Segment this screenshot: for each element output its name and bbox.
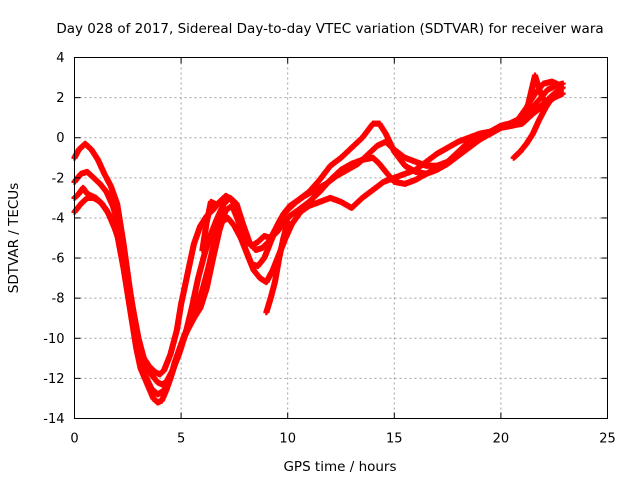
y-axis-label: SDTVAR / TECUs	[6, 183, 22, 293]
data-point	[540, 96, 547, 103]
x-tick-label: 10	[279, 432, 296, 447]
x-tick-label: 0	[70, 432, 78, 447]
y-tick-label: -14	[43, 412, 64, 427]
axes: 0 5 10 15 20 25 -14 -12 -10 -8 -6 -4 -2 0 2 4	[43, 51, 616, 447]
y-tick-label: 0	[56, 131, 64, 146]
y-tick-label: -8	[52, 292, 65, 307]
x-tick-label: 20	[493, 432, 510, 447]
y-tick-label: -10	[43, 332, 64, 347]
plot-area	[71, 72, 566, 406]
data-series	[71, 80, 566, 388]
y-tick-label: -4	[52, 211, 65, 226]
y-tick-label: -12	[43, 372, 64, 387]
grid	[74, 57, 608, 419]
data-series	[71, 78, 564, 378]
data-series	[199, 198, 219, 254]
x-tick-label: 15	[386, 432, 403, 447]
data-point	[559, 90, 566, 97]
x-tick-label: 5	[177, 432, 185, 447]
data-point	[559, 84, 566, 91]
y-tick-label: 2	[56, 91, 64, 106]
plot-border	[74, 57, 608, 419]
data-series	[510, 88, 562, 161]
y-tick-label: -6	[52, 252, 65, 267]
y-tick-label: 4	[56, 51, 64, 66]
data-point	[555, 88, 562, 95]
data-series	[71, 84, 566, 398]
chart-title: Day 028 of 2017, Sidereal Day-to-day VTE…	[56, 21, 603, 37]
data-point	[284, 218, 291, 225]
data-series	[263, 218, 291, 316]
y-tick-label: -2	[52, 171, 65, 186]
x-tick-label: 25	[599, 432, 616, 447]
x-axis-label: GPS time / hours	[283, 459, 396, 475]
data-series	[523, 72, 547, 115]
data-point	[212, 200, 219, 207]
